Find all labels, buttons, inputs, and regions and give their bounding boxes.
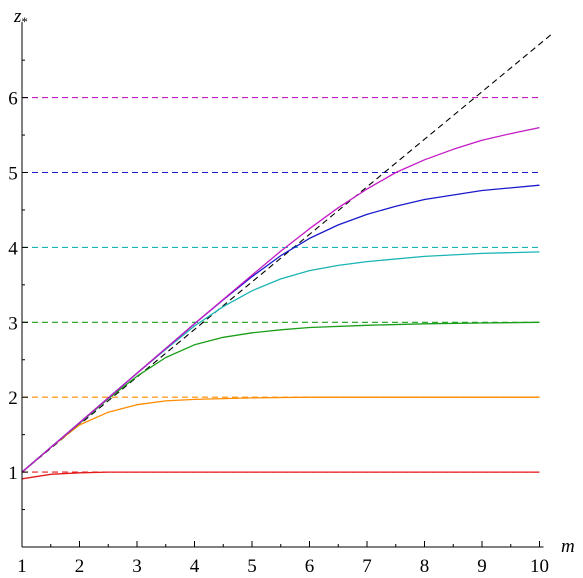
x-axis-label: m bbox=[561, 536, 575, 557]
x-tick-label: 3 bbox=[132, 556, 142, 577]
y-axis-label-subscript: * bbox=[21, 14, 28, 29]
x-tick-label: 4 bbox=[190, 556, 200, 577]
x-tick-label: 10 bbox=[530, 556, 549, 577]
x-tick-label: 1 bbox=[17, 556, 27, 577]
series-line-2 bbox=[21, 396, 540, 473]
y-tick-label: 4 bbox=[8, 238, 18, 259]
series-line-1 bbox=[21, 471, 540, 480]
x-tick-label: 8 bbox=[420, 556, 430, 577]
y-tick-label: 6 bbox=[8, 89, 18, 110]
diagonal-dashed-line bbox=[21, 34, 552, 473]
x-tick-label: 6 bbox=[305, 556, 315, 577]
series-line-6 bbox=[21, 126, 540, 473]
y-axis-label: z* bbox=[13, 6, 28, 29]
ticks: 1 2 3 4 5 6 7 8 9 10 1 2 3 4 5 6 bbox=[8, 59, 549, 577]
series-line-4 bbox=[21, 251, 540, 473]
x-tick-label: 5 bbox=[247, 556, 257, 577]
x-tick-label: 7 bbox=[362, 556, 372, 577]
axes bbox=[21, 22, 544, 548]
y-tick-label: 5 bbox=[8, 164, 18, 185]
series-lines bbox=[21, 126, 540, 480]
x-tick-label: 2 bbox=[75, 556, 85, 577]
diagonal-line bbox=[21, 34, 552, 473]
y-tick-label: 1 bbox=[8, 463, 18, 484]
y-tick-label: 2 bbox=[8, 388, 18, 409]
x-tick-label: 9 bbox=[477, 556, 487, 577]
y-tick-label: 3 bbox=[8, 313, 18, 334]
series-line-5 bbox=[21, 184, 540, 473]
y-axis-label-main: z bbox=[13, 6, 22, 27]
